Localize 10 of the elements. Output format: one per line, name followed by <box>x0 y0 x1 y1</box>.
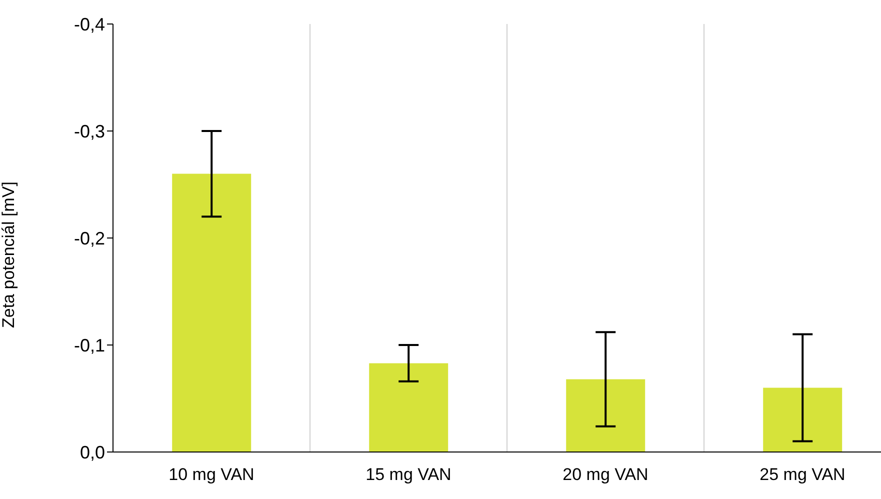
x-tick-label: 15 mg VAN <box>366 465 452 484</box>
y-tick-label: -0,4 <box>74 14 105 34</box>
y-tick-label: -0,3 <box>74 121 105 142</box>
x-tick-label: 10 mg VAN <box>168 465 254 484</box>
y-tick-label: -0,1 <box>74 335 105 356</box>
y-tick-label: 0,0 <box>80 442 105 462</box>
y-axis-title: Zeta potenciál [mV] <box>0 182 18 328</box>
x-tick-label: 20 mg VAN <box>562 465 648 484</box>
x-tick-label: 25 mg VAN <box>760 465 846 484</box>
y-tick-label: -0,2 <box>74 228 105 248</box>
